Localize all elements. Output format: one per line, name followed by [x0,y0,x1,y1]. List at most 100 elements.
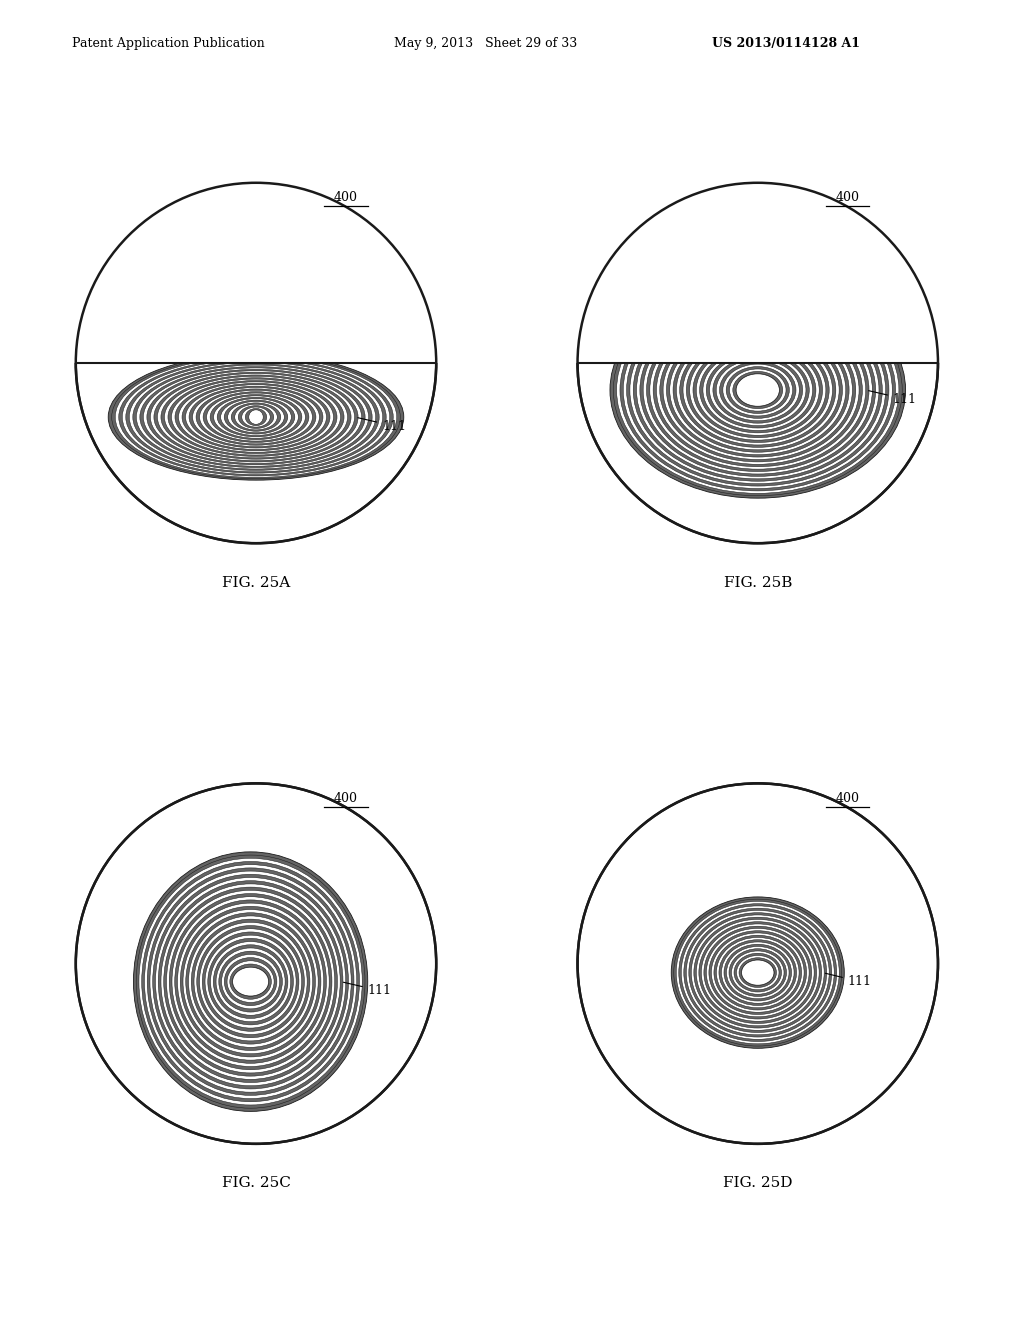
Ellipse shape [165,376,347,458]
Ellipse shape [653,313,862,467]
Ellipse shape [203,932,299,1031]
Ellipse shape [741,960,774,985]
Ellipse shape [676,902,840,1044]
Ellipse shape [733,371,782,409]
Ellipse shape [630,297,886,483]
Ellipse shape [674,899,842,1045]
Ellipse shape [734,953,781,993]
Circle shape [76,182,436,544]
Ellipse shape [229,964,271,999]
Ellipse shape [239,405,273,429]
Ellipse shape [701,924,814,1022]
Ellipse shape [646,309,869,471]
Ellipse shape [720,362,796,418]
Ellipse shape [193,388,319,446]
Ellipse shape [689,341,826,440]
Ellipse shape [175,380,337,454]
Ellipse shape [183,909,318,1053]
Text: US 2013/0114128 A1: US 2013/0114128 A1 [712,37,860,50]
Text: 111: 111 [825,973,871,989]
Ellipse shape [146,370,366,465]
Ellipse shape [698,921,817,1023]
Ellipse shape [707,928,809,1016]
Ellipse shape [726,946,790,999]
Ellipse shape [151,371,361,463]
Ellipse shape [129,363,383,471]
Ellipse shape [224,957,276,1006]
Ellipse shape [150,871,351,1092]
Ellipse shape [713,356,803,424]
Ellipse shape [156,878,346,1086]
Ellipse shape [691,915,824,1031]
Ellipse shape [231,403,281,432]
Ellipse shape [161,375,351,459]
Ellipse shape [709,931,807,1015]
Ellipse shape [139,858,362,1105]
Ellipse shape [122,359,390,475]
Ellipse shape [154,372,358,462]
Ellipse shape [683,335,833,445]
Text: 400: 400 [334,191,358,205]
Ellipse shape [178,381,334,453]
Ellipse shape [729,370,786,411]
Ellipse shape [191,919,310,1044]
Ellipse shape [143,368,369,466]
Ellipse shape [196,389,316,445]
Ellipse shape [232,968,268,997]
Text: 400: 400 [334,792,358,805]
Ellipse shape [717,937,799,1007]
Ellipse shape [119,358,393,477]
Text: FIG. 25C: FIG. 25C [221,1176,291,1191]
Ellipse shape [136,855,365,1109]
Text: FIG. 25A: FIG. 25A [222,576,290,590]
Ellipse shape [667,323,849,457]
Ellipse shape [736,374,779,407]
Ellipse shape [620,289,896,491]
Ellipse shape [686,911,829,1035]
Ellipse shape [185,384,327,449]
Ellipse shape [214,396,298,438]
Ellipse shape [217,397,295,437]
Text: May 9, 2013   Sheet 29 of 33: May 9, 2013 Sheet 29 of 33 [394,37,578,50]
Ellipse shape [133,364,379,470]
Ellipse shape [169,894,332,1069]
Ellipse shape [684,908,831,1038]
Ellipse shape [656,315,859,465]
Ellipse shape [736,374,779,407]
Ellipse shape [726,367,790,413]
Ellipse shape [694,917,821,1028]
Text: FIG. 25D: FIG. 25D [723,1176,793,1191]
Ellipse shape [731,950,784,994]
Ellipse shape [616,286,899,494]
Ellipse shape [670,326,846,454]
Text: 111: 111 [868,391,916,405]
Ellipse shape [633,298,883,482]
Ellipse shape [210,395,302,440]
Ellipse shape [227,401,285,433]
Ellipse shape [144,865,356,1098]
Ellipse shape [696,920,819,1026]
Ellipse shape [723,364,793,416]
Ellipse shape [205,935,296,1028]
Ellipse shape [234,404,278,430]
Ellipse shape [161,884,340,1080]
Ellipse shape [232,968,268,997]
Ellipse shape [147,867,354,1096]
Ellipse shape [153,874,348,1089]
Ellipse shape [689,912,826,1032]
Ellipse shape [140,367,372,467]
Circle shape [578,783,938,1144]
Ellipse shape [189,387,323,447]
Ellipse shape [722,942,794,1003]
Ellipse shape [640,304,876,477]
Ellipse shape [224,400,288,434]
Ellipse shape [710,355,806,425]
Text: 111: 111 [343,982,392,997]
Ellipse shape [712,933,804,1012]
Text: 111: 111 [357,417,407,433]
Ellipse shape [693,342,822,438]
Ellipse shape [203,392,309,442]
Text: 400: 400 [836,792,860,805]
Text: Patent Application Publication: Patent Application Publication [72,37,264,50]
Ellipse shape [249,409,263,424]
